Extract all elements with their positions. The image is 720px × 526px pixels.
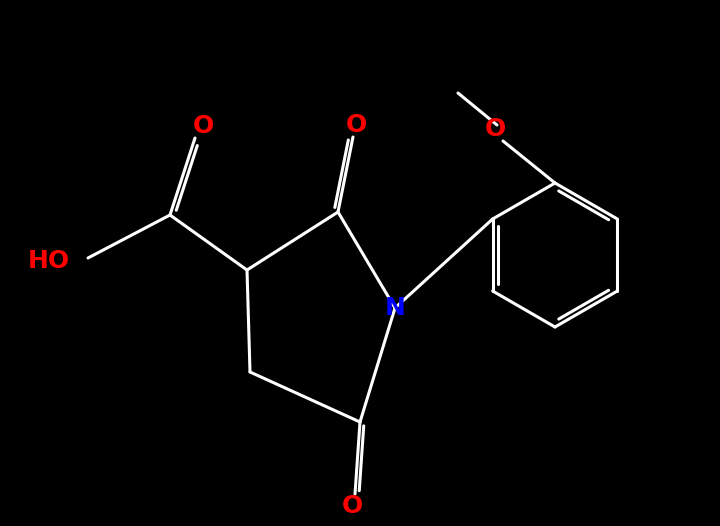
Text: O: O (192, 114, 214, 138)
Text: O: O (485, 117, 505, 141)
Text: O: O (346, 113, 366, 137)
Text: O: O (341, 494, 363, 518)
Text: N: N (384, 296, 405, 320)
Text: HO: HO (28, 249, 70, 273)
